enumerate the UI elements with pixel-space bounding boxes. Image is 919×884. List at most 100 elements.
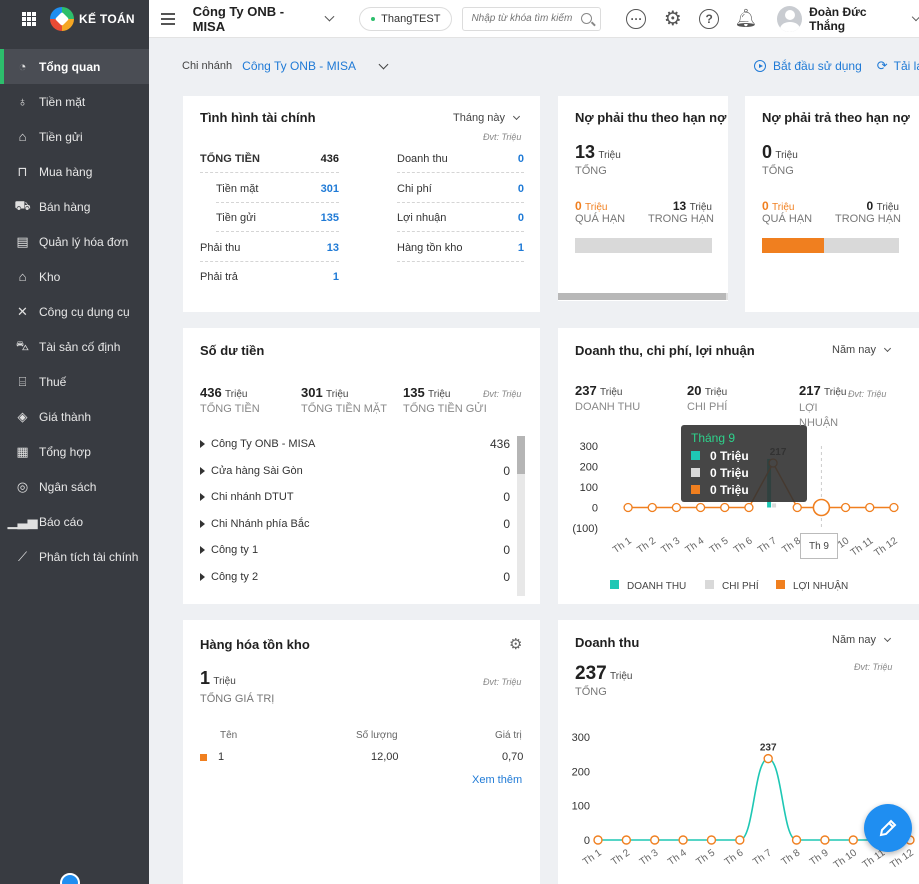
x-tick-label: Th 9 xyxy=(808,847,831,868)
expand-caret-icon[interactable] xyxy=(200,440,205,448)
reload-link[interactable]: Tải lại xyxy=(893,59,919,73)
y-tick-label: 100 xyxy=(580,482,598,494)
avatar[interactable] xyxy=(776,5,803,32)
chevron-down-icon[interactable] xyxy=(911,12,919,21)
expand-caret-icon[interactable] xyxy=(200,573,205,581)
period-selector[interactable]: Năm nay xyxy=(832,634,892,646)
finance-row-value[interactable]: 0 xyxy=(517,183,524,195)
search-icon[interactable] xyxy=(580,12,592,24)
tree-row[interactable]: Chi nhánh DTUT 0 xyxy=(200,490,510,504)
finance-row-value[interactable]: 1 xyxy=(517,242,524,254)
menu-toggle-icon[interactable] xyxy=(161,12,175,25)
finance-row-label: TỔNG TIỀN xyxy=(200,153,260,165)
sidebar-item-label: Thuế xyxy=(39,374,67,389)
sidebar-item-label: Ngân sách xyxy=(39,479,97,494)
gear-icon[interactable]: ⚙ xyxy=(509,636,523,653)
revenue-point xyxy=(678,835,688,845)
finance-row-value[interactable]: 1 xyxy=(332,271,339,283)
chevron-down-icon xyxy=(512,112,521,121)
card-title: Doanh thu, chi phí, lợi nhuận xyxy=(575,343,755,358)
tree-row[interactable]: Công ty 1 0 xyxy=(200,543,510,557)
divider xyxy=(216,231,339,232)
refresh-icon[interactable]: ⟳ xyxy=(876,58,888,73)
finance-row-value[interactable]: 436 xyxy=(320,153,339,165)
sidebar-item-9[interactable]: ⌸ Thuế xyxy=(0,364,149,399)
tree-row[interactable]: Chi Nhánh phía Bắc 0 xyxy=(200,517,510,531)
finance-row-value[interactable]: 135 xyxy=(320,212,339,224)
unit-label: Triệu xyxy=(775,150,798,161)
sidebar-item-label: Báo cáo xyxy=(39,514,84,529)
x-tick-label: Th 5 xyxy=(708,535,731,556)
tree-row[interactable]: Cửa hàng Sài Gòn 0 xyxy=(200,464,510,478)
app-grid-icon[interactable] xyxy=(22,12,36,26)
x-tick-label: Th 2 xyxy=(635,535,658,556)
see-more-link[interactable]: Xem thêm xyxy=(472,774,523,786)
expand-caret-icon[interactable] xyxy=(200,520,205,528)
search-box[interactable] xyxy=(462,6,601,31)
database-pill[interactable]: ThangTEST xyxy=(359,6,453,31)
start-using-link[interactable]: Bắt đầu sử dụng xyxy=(773,59,862,73)
expand-caret-icon[interactable] xyxy=(200,546,205,554)
sidebar-item-7[interactable]: ✕ Công cụ dụng cụ xyxy=(0,294,149,329)
finance-row-value[interactable]: 0 xyxy=(517,212,524,224)
revenue-point xyxy=(791,835,802,845)
sidebar-item-11[interactable]: ▦ Tổng hợp xyxy=(0,434,149,469)
company-selector[interactable]: Công Ty ONB - MISA xyxy=(193,4,335,34)
x-tick-label: Th 10 xyxy=(832,847,860,871)
unit-label: Triệu xyxy=(225,389,248,400)
sidebar-item-14[interactable]: ⟋ Phân tích tài chính xyxy=(0,539,149,574)
horizontal-scrollbar[interactable] xyxy=(558,293,728,300)
sidebar-item-12[interactable]: ◎ Ngân sách xyxy=(0,469,149,504)
edit-fab-button[interactable] xyxy=(864,804,912,852)
sidebar-item-0[interactable]: ◔ Tổng quan xyxy=(0,49,149,84)
sidebar-item-label: Tiền gửi xyxy=(39,129,83,144)
finance-row-value[interactable]: 13 xyxy=(326,242,339,254)
total-label: TỔNG xyxy=(575,165,607,177)
branch-name: Cửa hàng Sài Gòn xyxy=(211,465,303,477)
revenue-point xyxy=(820,835,830,845)
vertical-scrollbar[interactable] xyxy=(517,436,525,596)
finance-row-value[interactable]: 0 xyxy=(517,153,524,165)
tree-row[interactable]: Công Ty ONB - MISA 436 xyxy=(200,437,510,451)
expand-caret-icon[interactable] xyxy=(200,493,205,501)
x-tick-label: Th 3 xyxy=(638,847,661,868)
receivable-progress-track xyxy=(575,238,712,253)
status-dot-icon xyxy=(371,16,376,21)
sidebar-item-3[interactable]: ⊓ Mua hàng xyxy=(0,154,149,189)
help-circle-icon[interactable]: ? xyxy=(699,8,720,30)
sidebar-item-1[interactable]: ♁ Tiền mặt xyxy=(0,84,149,119)
expand-caret-icon[interactable] xyxy=(200,467,205,475)
play-icon[interactable] xyxy=(754,60,766,72)
total-label: TỔNG xyxy=(762,165,794,177)
x-tick-label: Th 5 xyxy=(694,847,717,868)
unit-label: Triệu xyxy=(326,389,349,400)
sidebar-item-5[interactable]: ▤ Quản lý hóa đơn xyxy=(0,224,149,259)
gear-icon[interactable]: ⚙ xyxy=(663,8,682,30)
stat-value: 237 xyxy=(575,383,597,398)
tree-row[interactable]: Công ty 2 0 xyxy=(200,570,510,584)
sidebar-item-label: Tài sản cố định xyxy=(39,339,121,354)
bell-icon[interactable]: 🔔︎ xyxy=(734,8,758,28)
branch-value[interactable]: Công Ty ONB - MISA xyxy=(242,59,356,73)
search-input[interactable] xyxy=(471,13,582,24)
sidebar-item-6[interactable]: ⌂ Kho xyxy=(0,259,149,294)
sidebar-item-2[interactable]: ⌂ Tiền gửi xyxy=(0,119,149,154)
finance-card: Tình hình tài chính Tháng này Đvt: Triệu… xyxy=(183,96,540,312)
period-selector[interactable]: Tháng này xyxy=(453,112,521,124)
total-label: TỔNG xyxy=(575,686,607,698)
finance-row-value[interactable]: 301 xyxy=(320,183,339,195)
more-options-icon[interactable]: ··· xyxy=(626,8,647,30)
total-value: 237 xyxy=(575,663,607,684)
sidebar-item-13[interactable]: ▁▃▅ Báo cáo xyxy=(0,504,149,539)
sidebar-item-8[interactable]: ⛍ Tài sản cố định xyxy=(0,329,149,364)
sidebar-item-10[interactable]: ◈ Giá thành xyxy=(0,399,149,434)
user-name[interactable]: Đoàn Đức Thắng xyxy=(809,4,867,33)
stat-label: TỔNG TIỀN MẶT xyxy=(301,403,387,415)
help-icon[interactable] xyxy=(60,873,80,884)
column-header-qty: Số lượng xyxy=(356,730,398,741)
chevron-down-icon[interactable] xyxy=(378,59,389,69)
sidebar-item-4[interactable]: ⛟ Bán hàng xyxy=(0,189,149,224)
unit-note: Đvt: Triệu xyxy=(483,132,522,142)
legend-square-icon xyxy=(610,580,619,589)
period-selector[interactable]: Năm nay xyxy=(832,344,892,356)
